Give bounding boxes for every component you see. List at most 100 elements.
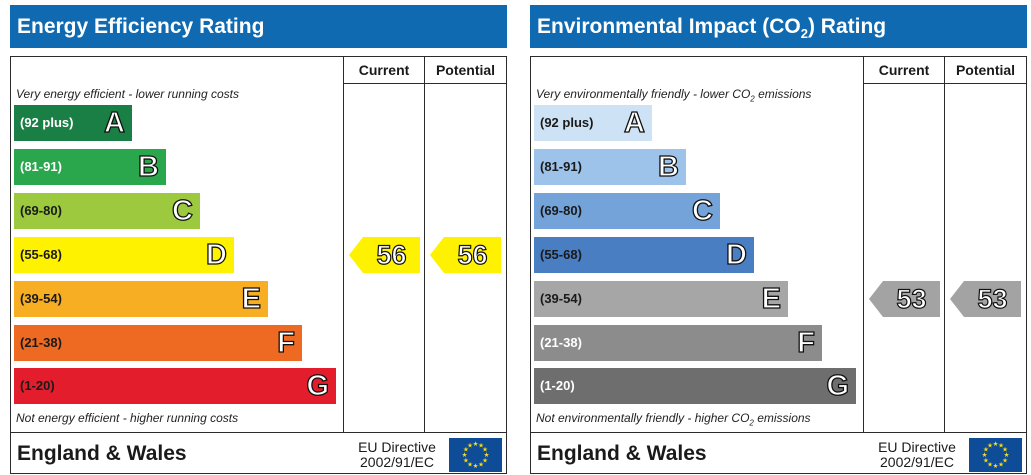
band-e: (39-54) E [14,280,268,317]
column-divider [944,57,945,432]
band-range-label: (21-38) [540,334,582,350]
band-letter: E [761,282,782,315]
chart-title: Environmental Impact (CO2) Rating [530,5,1027,48]
top-note: Very environmentally friendly - lower CO… [536,87,811,103]
eu-flag-icon: ★ ★★★★★★★★★★★ [969,438,1022,472]
eu-directive-label: EU Directive 2002/91/EC [871,440,963,470]
eu-star-icon: ★ [473,462,479,470]
bottom-note-end: emissions [753,411,811,425]
band-letter: E [241,282,262,315]
band-range-label: (1-20) [20,378,55,394]
eu-star-icon: ★ [467,461,473,469]
top-note-main: Very environmentally friendly - lower CO [536,87,751,101]
eu-star-icon: ★ [998,461,1004,469]
band-d: (55-68) D [14,236,234,273]
rating-frame: Current Potential Very energy efficient … [10,56,507,474]
eu-star-icon: ★ [467,442,473,450]
band-letter: A [103,106,125,139]
eu-star-icon: ★ [998,442,1004,450]
arrow-shape [950,280,1021,317]
bottom-note-main: Not environmentally friendly - higher CO [536,411,750,425]
band-range-label: (1-20) [540,378,575,394]
band-range-label: (81-91) [20,158,62,174]
band-c: (69-80) C [14,192,200,229]
column-header-potential: Potential [955,62,1016,78]
band-range-label: (55-68) [20,246,62,262]
eu-star-icon: ★ [478,461,484,469]
current-rating-arrow: 56 [349,236,420,273]
eu-star-icon: ★ [1002,457,1008,465]
column-divider [343,57,344,432]
band-letter: F [797,326,816,359]
band-range-label: (69-80) [540,202,582,218]
eu-star-icon: ★ [473,440,479,448]
band-range-label: (39-54) [20,290,62,306]
eu-star-icon: ★ [478,442,484,450]
band-c: (69-80) C [534,192,720,229]
eu-star-icon: ★ [482,446,488,454]
eu-directive-line2: 2002/91/EC [880,454,954,470]
column-divider [424,57,425,432]
eu-star-icon: ★ [463,457,469,465]
band-range-label: (69-80) [20,202,62,218]
eu-directive-line2: 2002/91/EC [360,454,434,470]
current-rating-value: 53 [896,283,927,314]
band-range-label: (39-54) [540,290,582,306]
title-end: ) Rating [807,15,887,38]
column-header-potential: Potential [435,62,496,78]
band-range-label: (81-91) [540,158,582,174]
band-letter: B [137,150,159,183]
footer-divider [531,432,1026,433]
band-range-label: (21-38) [20,334,62,350]
band-g: (1-20) G [14,368,336,405]
current-rating-value: 56 [376,239,407,270]
eu-star-icon: ★ [484,451,490,459]
environmental-impact-panel: Environmental Impact (CO2) Rating Curren… [530,5,1027,474]
band-letter: D [205,238,227,271]
band-letter: G [826,370,850,403]
band-b: (81-91) B [534,148,686,185]
top-note: Very energy efficient - lower running co… [16,87,239,101]
eu-star-icon: ★ [993,440,999,448]
eu-star-icon: ★ [993,462,999,470]
eu-star-icon: ★ [1002,446,1008,454]
title-subscript: 2 [800,26,808,42]
eu-star-icon: ★ [482,457,488,465]
header-divider [343,83,506,84]
potential-rating-arrow: 53 [950,280,1021,317]
eu-star-icon: ★ [1004,451,1010,459]
eu-star-icon: ★ [987,461,993,469]
band-b: (81-91) B [14,148,166,185]
band-letter: D [725,238,747,271]
chart-title: Energy Efficiency Rating [10,5,507,48]
region-label: England & Wales [537,442,707,465]
eu-star-icon: ★ [463,446,469,454]
bottom-note: Not environmentally friendly - higher CO… [536,411,811,427]
eu-directive-label: EU Directive 2002/91/EC [351,440,443,470]
energy-efficiency-panel: Energy Efficiency Rating Current Potenti… [10,5,507,474]
arrow-shape [869,280,940,317]
potential-rating-value: 56 [457,239,488,270]
top-note-end: emissions [754,87,812,101]
footer-divider [11,432,506,433]
band-range-label: (92 plus) [540,115,594,130]
column-header-current: Current [878,62,930,78]
band-letter: C [691,194,713,227]
band-f: (21-38) F [14,324,302,361]
top-note-subscript: 2 [750,94,755,104]
arrow-shape [349,236,420,273]
title-main: Environmental Impact (CO [537,15,801,38]
eu-star-icon: ★ [987,442,993,450]
band-range-label: (92 plus) [20,115,74,130]
band-g: (1-20) G [534,368,856,405]
band-e: (39-54) E [534,280,788,317]
band-f: (21-38) F [534,324,822,361]
eu-star-icon: ★ [983,446,989,454]
region-label: England & Wales [17,442,187,465]
band-range-label: (55-68) [540,246,582,262]
band-letter: F [277,326,296,359]
arrow-shape [430,236,501,273]
band-d: (55-68) D [534,236,754,273]
current-rating-arrow: 53 [869,280,940,317]
potential-rating-value: 53 [977,283,1008,314]
